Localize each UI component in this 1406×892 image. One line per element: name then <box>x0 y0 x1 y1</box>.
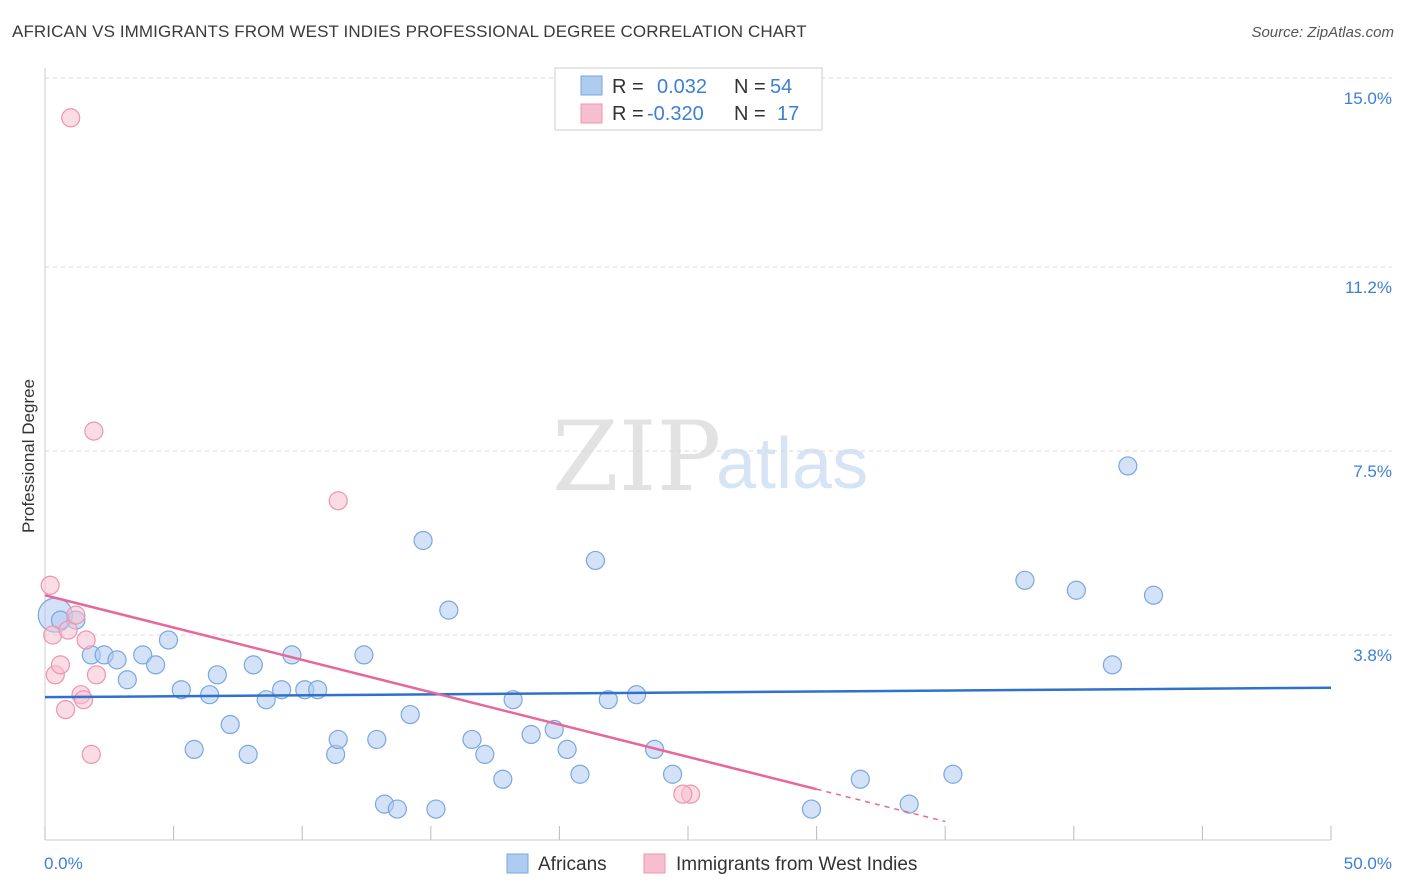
series-west-indies <box>40 108 701 804</box>
africans-point <box>400 704 420 725</box>
bottom-legend-africans-swatch <box>506 853 529 874</box>
africans-point <box>503 690 523 710</box>
africans-point <box>367 729 387 750</box>
y-tick-label: 11.2% <box>1345 278 1392 297</box>
watermark-atlas: atlas <box>716 424 868 504</box>
legend-africans-swatch <box>580 75 603 96</box>
africans-point <box>439 600 459 620</box>
africans-point <box>1143 585 1164 605</box>
legend-africans-r-label: R = <box>612 76 644 98</box>
chart-title: AFRICAN VS IMMIGRANTS FROM WEST INDIES P… <box>12 22 807 41</box>
africans-point <box>493 769 513 789</box>
west-indies-point <box>58 620 78 640</box>
bottom-legend-africans-label: Africans <box>538 854 607 875</box>
africans-point <box>801 799 822 819</box>
africans-point <box>184 739 204 760</box>
africans-point <box>521 724 541 745</box>
africans-point <box>1066 580 1086 600</box>
africans-point <box>899 794 919 814</box>
west-indies-trend-extension <box>816 788 946 823</box>
africans-point <box>462 729 482 750</box>
series-africans <box>37 456 1164 819</box>
africans-point <box>662 764 683 784</box>
west-indies-point <box>673 784 693 804</box>
west-indies-point <box>61 108 81 128</box>
legend-box: R = 0.032 N = 54 R = -0.320 N = 17 <box>554 67 823 131</box>
west-indies-point <box>86 665 107 685</box>
axes <box>44 68 1332 841</box>
y-axis-label: Professional Degree <box>19 379 38 533</box>
africans-point <box>943 764 963 784</box>
gridlines <box>45 77 1392 636</box>
x-tick-labels: 0.0% 50.0% <box>44 854 1392 873</box>
africans-point <box>220 714 240 735</box>
africans-point <box>171 680 191 700</box>
west-indies-point <box>50 655 71 675</box>
west-indies-point <box>73 690 94 710</box>
africans-trend-line <box>44 686 1332 699</box>
legend-west-indies-n-value: 17 <box>777 103 799 125</box>
legend-west-indies-n-label: N = <box>734 103 766 125</box>
africans-point <box>328 729 348 750</box>
africans-point <box>598 690 618 710</box>
africans-point <box>413 530 433 551</box>
bottom-legend-west-indies-label: Immigrants from West Indies <box>676 854 917 875</box>
west-indies-point <box>84 421 104 441</box>
west-indies-point <box>40 575 60 595</box>
africans-point <box>850 769 870 789</box>
bottom-legend: Africans Immigrants from West Indies <box>506 853 917 875</box>
africans-point <box>243 655 263 675</box>
africans-point <box>145 655 166 675</box>
legend-west-indies-swatch <box>580 103 603 124</box>
bottom-legend-west-indies-swatch <box>643 853 666 874</box>
y-tick-label: 3.8% <box>1353 646 1392 665</box>
source-label: Source: ZipAtlas.com <box>1251 24 1394 41</box>
x-tick-label-min: 0.0% <box>44 854 83 873</box>
west-indies-point <box>55 700 76 720</box>
legend-west-indies-r-value: -0.320 <box>647 103 704 125</box>
africans-point <box>570 764 590 784</box>
africans-point <box>256 690 276 710</box>
africans-point <box>626 685 647 705</box>
africans-point <box>158 630 179 650</box>
west-indies-trend-line <box>44 594 817 791</box>
west-indies-point <box>328 491 348 511</box>
africans-point <box>133 645 153 665</box>
africans-point <box>354 645 374 665</box>
africans-point <box>1102 655 1122 675</box>
africans-point <box>117 670 137 690</box>
watermark-zip: ZIP <box>552 401 721 513</box>
africans-point <box>238 744 258 764</box>
africans-point <box>207 665 227 685</box>
trend-lines <box>44 594 1332 823</box>
africans-point <box>107 650 127 670</box>
africans-point <box>585 550 606 571</box>
west-indies-point <box>81 744 101 764</box>
africans-point <box>1118 456 1138 476</box>
africans-point <box>557 739 577 760</box>
africans-point <box>387 799 407 819</box>
africans-point <box>426 799 446 819</box>
y-tick-label: 7.5% <box>1353 462 1392 481</box>
legend-west-indies-r-label: R = <box>612 103 644 125</box>
legend-africans-n-label: N = <box>734 76 766 98</box>
africans-point <box>475 744 495 764</box>
x-tick-label-max: 50.0% <box>1344 854 1392 873</box>
west-indies-point <box>66 605 86 625</box>
legend-africans-r-value: 0.032 <box>657 76 707 98</box>
west-indies-point <box>76 630 96 650</box>
africans-point <box>1015 570 1035 590</box>
y-tick-label: 15.0% <box>1344 89 1392 108</box>
legend-africans-n-value: 54 <box>770 76 792 98</box>
y-tick-labels: 3.8% 7.5% 11.2% 15.0% <box>1344 89 1392 665</box>
